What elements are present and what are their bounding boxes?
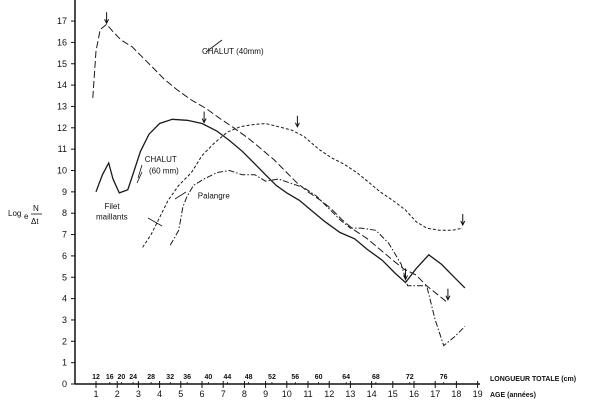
x-tick-label: 2 [115, 389, 120, 399]
series-layer [92, 12, 466, 347]
length-tick-label: 32 [166, 374, 174, 381]
y-tick-label: 7 [62, 230, 67, 240]
y-tick-label: 11 [58, 144, 67, 154]
y-tick-label: 8 [62, 208, 67, 218]
series-label: Filet [104, 202, 120, 211]
length-tick-label: 44 [224, 374, 232, 381]
x-tick-label: 12 [324, 389, 334, 399]
y-tick-label: 6 [62, 251, 67, 261]
x-tick-label: 15 [388, 389, 398, 399]
x-tick-label: 17 [430, 389, 440, 399]
svg-text:Log: Log [8, 209, 21, 218]
series-line-chalut-60-mm [95, 118, 466, 289]
svg-text:N: N [33, 204, 39, 213]
length-tick-label: 24 [129, 374, 137, 381]
label-leaders [136, 39, 223, 227]
x-tick-label: 19 [473, 389, 483, 399]
length-tick-label: 12 [92, 374, 100, 381]
x-tick-label: 11 [303, 389, 312, 399]
arrow-marker-icon [201, 111, 207, 124]
y-tick-label: 15 [57, 59, 67, 69]
svg-text:Δt: Δt [31, 217, 39, 226]
x-tick-label: 14 [367, 389, 377, 399]
length-tick-label: 16 [106, 374, 114, 381]
x-tick-label: 4 [157, 389, 162, 399]
x2-axis-label: LONGUEUR TOTALE (cm) [490, 376, 576, 383]
x-tick-label: 9 [263, 389, 268, 399]
y-tick-label: 9 [62, 187, 67, 197]
x-tick-label: 8 [242, 389, 247, 399]
length-tick-label: 36 [183, 374, 191, 381]
series-line-filet-maillants [142, 122, 463, 248]
y-tick-label: 12 [57, 123, 67, 133]
x-tick-label: 1 [93, 389, 98, 399]
y-tick-label: 2 [62, 336, 67, 346]
x-tick-label: 10 [282, 389, 292, 399]
y-tick-label: 14 [57, 80, 67, 90]
y-tick-label: 0 [62, 379, 67, 389]
series-label: CHALUT (40mm) [202, 47, 264, 56]
length-tick-label: 72 [406, 374, 414, 381]
x-tick-label: 5 [178, 389, 183, 399]
series-line-chalut-40-mm [92, 23, 449, 304]
x-tick-label: 7 [221, 389, 226, 399]
arrow-marker-icon [294, 115, 300, 128]
y-tick-label: 13 [57, 101, 67, 111]
length-tick-label: 60 [315, 374, 323, 381]
y-axis-label: Log e N Δt [8, 204, 42, 226]
y-tick-label: 3 [62, 315, 67, 325]
x-tick-label: 13 [345, 389, 355, 399]
arrow-marker-icon [460, 214, 466, 227]
length-tick-label: 28 [147, 374, 155, 381]
y-tick-label: 16 [57, 37, 67, 47]
y-tick-label: 4 [62, 294, 67, 304]
x-axis-label: AGE (années) [490, 392, 536, 399]
length-tick-label: 48 [245, 374, 253, 381]
series-label: Palangre [198, 191, 231, 200]
x-axis-ticks: 1 2 3 4 5 6 7 8 9 10 11 12 13 14 15 16 17 18 19 [93, 381, 483, 399]
y-tick-label: 10 [57, 166, 67, 176]
length-tick-label: 64 [342, 374, 350, 381]
series-line-palangre [169, 169, 466, 347]
series-label: (60 mm) [149, 167, 179, 176]
arrow-marker-icon [104, 12, 110, 25]
length-tick-label: 52 [268, 374, 276, 381]
series-label: maillants [96, 213, 128, 222]
length-tick-label: 76 [440, 374, 448, 381]
y-tick-label: 1 [62, 358, 67, 368]
x-tick-label: 16 [409, 389, 419, 399]
x-tick-label: 3 [136, 389, 141, 399]
x-tick-label: 18 [451, 389, 461, 399]
svg-text:e: e [24, 212, 29, 221]
length-axis-ticks: 12 16 20 24 28 32 36 40 44 48 52 56 60 64 68 72 76 [92, 374, 448, 384]
length-tick-label: 56 [291, 374, 299, 381]
length-tick-label: 68 [372, 374, 380, 381]
annotations-layer: CHALUT (40mm) CHALUT (60 mm) Filet maillants… [96, 47, 264, 221]
y-tick-label: 17 [57, 16, 67, 26]
series-label: CHALUT [145, 155, 177, 164]
arrow-marker-icon [403, 268, 408, 281]
length-tick-label: 40 [204, 374, 212, 381]
y-tick-label: 5 [62, 272, 67, 282]
x-tick-label: 6 [199, 389, 204, 399]
arrow-marker-icon [445, 288, 451, 301]
length-tick-label: 20 [118, 374, 126, 381]
